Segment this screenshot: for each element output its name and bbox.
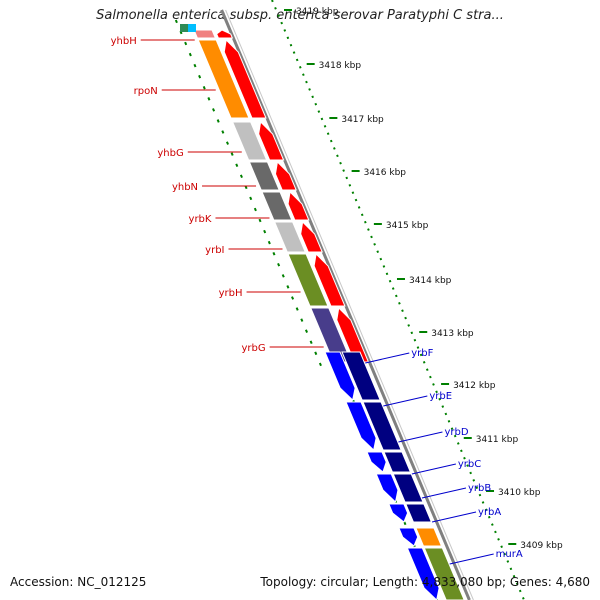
gene-block-yhbG <box>231 121 268 161</box>
gene-arrow-yrbD <box>366 451 387 473</box>
gene-block-yhbN <box>248 161 280 191</box>
gene-label-murA: murA <box>496 549 523 560</box>
tick-label: 3410 kbp <box>498 488 541 498</box>
gene-arrow-yrbI <box>300 220 323 253</box>
gene-block-yrbA <box>415 527 443 547</box>
gene-arrow-yrbB <box>388 503 409 523</box>
genome-backbone-highlight <box>225 9 474 600</box>
gene-block-yrbH <box>287 253 329 307</box>
gene-label-line <box>365 352 410 364</box>
gene-label-line <box>431 511 477 523</box>
gene-label-rpoN: rpoN <box>134 86 158 97</box>
gene-block-yrbB <box>405 503 433 523</box>
gene-label-yhbN: yhbN <box>172 182 198 193</box>
gene-block-murA <box>423 547 465 600</box>
gene-arrow-yrbH <box>313 252 346 307</box>
gene-label-yrbB: yrbB <box>468 483 491 494</box>
gene-label-yrbG: yrbG <box>242 343 266 354</box>
accession-text: Accession: NC_012125 <box>10 575 147 589</box>
gene-arrow-yrbE <box>345 401 377 451</box>
tick-label: 3414 kbp <box>409 276 452 286</box>
gene-block-yrbK <box>261 191 293 221</box>
gene-arrow-yrbC <box>375 473 399 503</box>
genome-backbone <box>220 9 471 600</box>
gene-arrow-yhbG <box>258 120 285 161</box>
gene-block-yrbD <box>383 451 412 473</box>
tick-label: 3413 kbp <box>431 329 474 339</box>
tick-label: 3418 kbp <box>319 61 362 71</box>
gene-arrow-yrbF <box>324 351 356 401</box>
gene-label-yrbD: yrbD <box>444 427 468 438</box>
gene-label-line <box>411 463 456 475</box>
gene-label-yhbH: yhbH <box>111 36 137 47</box>
gene-block-partial <box>180 24 188 32</box>
tick-label: 3409 kbp <box>520 541 563 551</box>
tick-label: 3412 kbp <box>453 381 496 391</box>
map-title: Salmonella enterica subsp. enterica sero… <box>96 8 504 23</box>
gene-label-yrbH: yrbH <box>219 288 243 299</box>
tick-label: 3415 kbp <box>386 221 429 231</box>
gene-label-yrbE: yrbE <box>429 391 452 402</box>
gene-label-yrbF: yrbF <box>411 348 433 359</box>
tick-label: 3416 kbp <box>364 168 407 178</box>
tick-label: 3417 kbp <box>341 115 384 125</box>
gene-label-yrbC: yrbC <box>458 459 481 470</box>
gene-arrow-rpoN <box>223 38 267 119</box>
topology-text: Topology: circular; Length: 4,833,080 bp… <box>260 575 590 589</box>
gene-label-yrbK: yrbK <box>189 214 212 225</box>
gene-arrow-yrbA <box>398 527 419 547</box>
gene-label-line <box>383 395 428 407</box>
tick-label: 3419 kbp <box>296 7 339 17</box>
gene-arrow-yhbH <box>216 29 234 39</box>
gene-label-line <box>421 487 467 499</box>
gene-arrow-murA <box>406 547 440 600</box>
gene-label-yrbA: yrbA <box>478 507 501 518</box>
gene-label-line <box>398 431 443 443</box>
gene-label-yhbG: yhbG <box>157 148 183 159</box>
gene-block-partial <box>188 24 196 32</box>
gene-block-yrbF <box>341 351 381 401</box>
gene-block-rpoN <box>197 39 250 119</box>
gene-block-yrbI <box>273 221 306 253</box>
gene-arrow-yrbK <box>287 190 310 221</box>
gene-arrow-yhbN <box>274 160 297 191</box>
tick-label: 3411 kbp <box>476 435 519 445</box>
gene-block-yrbE <box>362 401 402 451</box>
gene-block-yhbH <box>193 29 217 39</box>
gene-label-line <box>449 553 494 565</box>
gene-block-yrbC <box>392 473 424 503</box>
gene-label-yrbI: yrbI <box>205 245 224 256</box>
